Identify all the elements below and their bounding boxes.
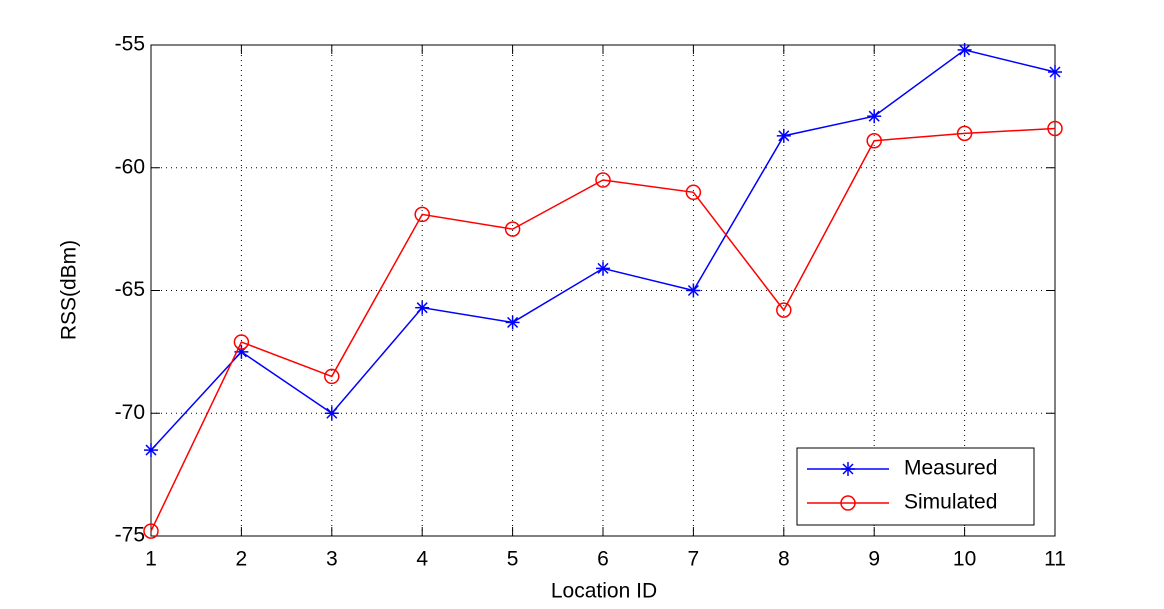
marker xyxy=(1048,65,1062,80)
marker xyxy=(776,128,791,143)
marker xyxy=(143,523,159,539)
marker-stroke xyxy=(842,463,854,475)
x-tick-label: 9 xyxy=(868,548,880,571)
marker xyxy=(595,172,611,188)
x-tick-label: 2 xyxy=(236,548,248,571)
y-tick-label: -65 xyxy=(115,278,145,301)
marker-stroke xyxy=(1049,66,1061,78)
legend-label: Simulated xyxy=(904,491,997,514)
marker xyxy=(415,300,430,315)
x-tick-label: 1 xyxy=(145,548,157,571)
x-tick-label: 10 xyxy=(953,548,976,571)
marker xyxy=(324,406,339,421)
marker xyxy=(414,206,430,223)
y-tick-label: -60 xyxy=(115,155,145,178)
marker xyxy=(324,368,340,385)
x-tick-label: 8 xyxy=(778,548,790,571)
marker-stroke xyxy=(507,316,519,328)
marker xyxy=(686,283,701,298)
marker xyxy=(776,302,792,318)
x-tick-label: 11 xyxy=(1044,548,1066,571)
legend-marker xyxy=(841,462,855,476)
x-axis-label: Location ID xyxy=(551,580,657,603)
marker xyxy=(866,132,882,149)
marker xyxy=(867,109,882,124)
series-line xyxy=(150,127,1056,532)
marker xyxy=(685,184,702,201)
x-tick-label: 7 xyxy=(688,548,700,571)
x-tick-label: 4 xyxy=(416,548,428,571)
y-tick-label: -75 xyxy=(115,524,145,547)
marker-stroke xyxy=(597,262,609,274)
marker xyxy=(233,334,250,350)
marker xyxy=(596,261,610,276)
marker xyxy=(957,42,972,57)
y-tick-label: -70 xyxy=(115,401,145,424)
legend: Measured Simulated xyxy=(796,447,1035,526)
marker xyxy=(956,125,973,142)
x-tick-label: 6 xyxy=(597,548,609,571)
marker-stroke xyxy=(145,444,157,456)
x-tick-label: 5 xyxy=(507,548,519,571)
x-tick-label: 3 xyxy=(326,548,338,571)
marker-stroke xyxy=(959,44,971,56)
marker xyxy=(504,221,521,237)
marker-stroke xyxy=(416,302,428,314)
marker xyxy=(505,315,520,330)
y-tick-label: -55 xyxy=(115,33,145,56)
plot-frame xyxy=(150,44,1056,537)
marker-stroke xyxy=(868,110,880,122)
marker-stroke xyxy=(778,130,790,142)
legend-label: Measured xyxy=(904,457,997,480)
marker xyxy=(144,443,158,458)
marker xyxy=(1047,120,1063,137)
legend-box xyxy=(796,447,1035,526)
marker-stroke xyxy=(687,284,699,297)
y-axis-label: RSS(dBm) xyxy=(58,240,81,340)
marker-stroke xyxy=(326,407,338,419)
legend-marker xyxy=(840,495,856,511)
